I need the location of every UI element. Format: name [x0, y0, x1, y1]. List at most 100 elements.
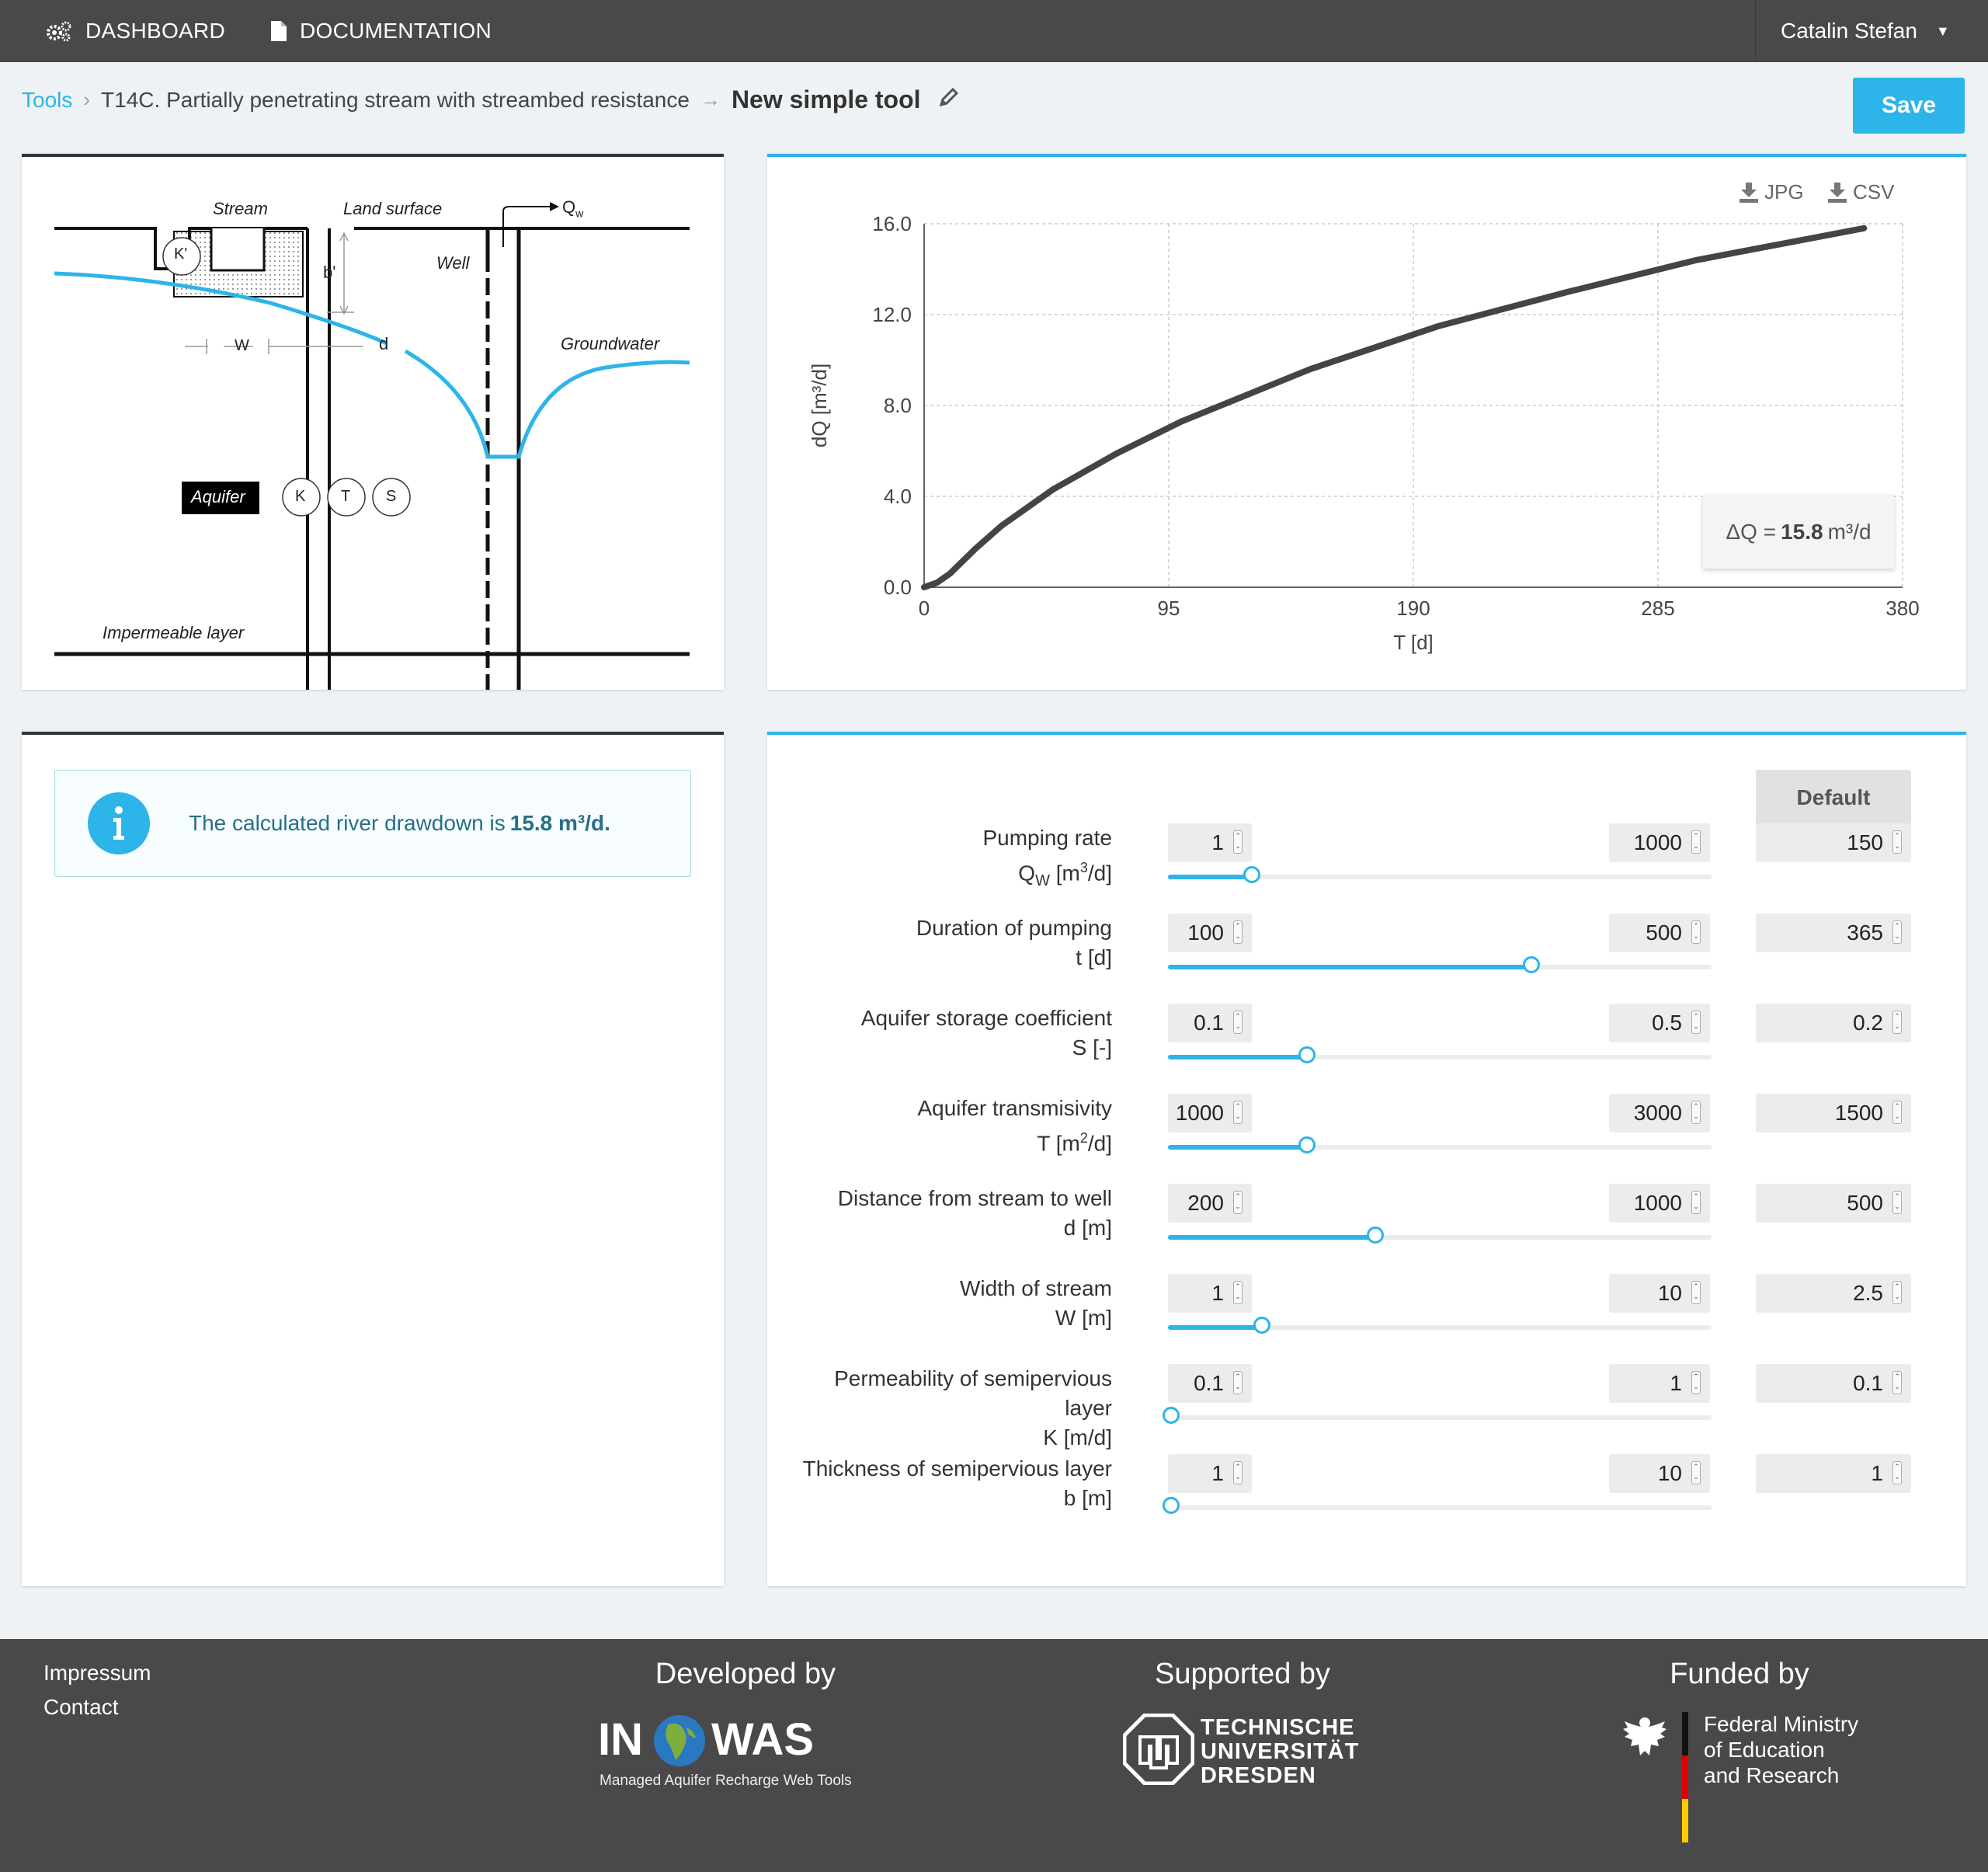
user-menu[interactable]: Catalin Stefan ▼: [1755, 0, 1988, 62]
spinner-icon[interactable]: ⌃ ⌄: [1691, 1371, 1701, 1394]
spinner-icon[interactable]: ⌃ ⌄: [1233, 1461, 1242, 1484]
param-max-input[interactable]: 500 ⌃ ⌄: [1609, 913, 1710, 952]
spinner-icon[interactable]: ⌃ ⌄: [1892, 1461, 1902, 1484]
spinner-icon[interactable]: ⌃ ⌄: [1233, 830, 1242, 854]
param-value-input-value: 1500: [1834, 1101, 1883, 1125]
spinner-icon[interactable]: ⌃ ⌄: [1892, 830, 1902, 854]
param-slider[interactable]: [1163, 1407, 1712, 1424]
download-jpg-label: JPG: [1764, 180, 1804, 204]
slider-handle[interactable]: [1366, 1227, 1384, 1244]
slider-handle[interactable]: [1163, 1497, 1180, 1514]
diagram-impermeable-label: Impermeable layer: [103, 623, 245, 642]
param-min-input[interactable]: 100 ⌃ ⌄: [1168, 913, 1252, 952]
spinner-icon[interactable]: ⌃ ⌄: [1691, 1011, 1701, 1034]
info-message-text: The calculated river drawdown is: [189, 811, 506, 835]
param-slider[interactable]: [1168, 866, 1712, 883]
param-label: Width of stream W [m]: [755, 1274, 1112, 1333]
spinner-icon[interactable]: ⌃ ⌄: [1233, 1191, 1242, 1214]
diagram-kprime-label: K': [174, 245, 188, 263]
param-value-input-value: 365: [1847, 920, 1883, 945]
spinner-icon[interactable]: ⌃ ⌄: [1892, 1371, 1902, 1394]
param-max-input[interactable]: 3000 ⌃ ⌄: [1609, 1094, 1710, 1133]
globe-icon: [654, 1715, 705, 1766]
param-label-unit: QW [m3/d]: [1018, 860, 1112, 889]
spinner-icon[interactable]: ⌃ ⌄: [1892, 1191, 1902, 1214]
param-min-input-value: 1: [1211, 830, 1224, 854]
diagram-panel: Stream Land surface Qw Well Groundwater …: [22, 154, 724, 690]
param-max-input[interactable]: 0.5 ⌃ ⌄: [1609, 1004, 1710, 1042]
slider-handle[interactable]: [1253, 1317, 1270, 1334]
spinner-icon[interactable]: ⌃ ⌄: [1691, 1191, 1701, 1214]
param-min-input[interactable]: 1000 ⌃ ⌄: [1168, 1094, 1252, 1133]
spinner-icon[interactable]: ⌃ ⌄: [1691, 1281, 1701, 1304]
param-slider[interactable]: [1168, 956, 1712, 973]
download-jpg-button[interactable]: JPG: [1740, 180, 1804, 204]
param-value-input[interactable]: 1500 ⌃ ⌄: [1756, 1094, 1911, 1133]
inowas-logo[interactable]: IN WAS Managed Aquifer Recharge Web Tool…: [598, 1714, 878, 1807]
param-label-line2: layer: [1065, 1396, 1112, 1420]
slider-handle[interactable]: [1298, 1136, 1315, 1153]
nav-dashboard[interactable]: DASHBOARD: [45, 0, 225, 62]
param-value-input[interactable]: 365 ⌃ ⌄: [1756, 913, 1911, 952]
download-csv-button[interactable]: CSV: [1828, 180, 1894, 204]
param-max-input[interactable]: 1000 ⌃ ⌄: [1609, 1184, 1710, 1223]
footer-impressum-link[interactable]: Impressum: [43, 1661, 151, 1685]
param-min-input-value: 1: [1211, 1461, 1224, 1485]
param-label: Aquifer storage coefficient S [-]: [755, 1004, 1112, 1063]
param-slider[interactable]: [1163, 1497, 1712, 1514]
param-min-input[interactable]: 0.1 ⌃ ⌄: [1168, 1364, 1252, 1403]
default-button[interactable]: Default: [1756, 770, 1911, 826]
diagram-bprime-label: b': [323, 263, 336, 282]
param-max-input[interactable]: 1000 ⌃ ⌄: [1609, 823, 1710, 862]
nav-dashboard-label: DASHBOARD: [85, 19, 226, 43]
spinner-icon[interactable]: ⌃ ⌄: [1892, 920, 1902, 944]
nav-documentation[interactable]: DOCUMENTATION: [270, 0, 492, 62]
param-min-input[interactable]: 0.1 ⌃ ⌄: [1168, 1004, 1252, 1042]
spinner-icon[interactable]: ⌃ ⌄: [1233, 1281, 1242, 1304]
param-min-input[interactable]: 1 ⌃ ⌄: [1168, 1274, 1252, 1313]
param-slider[interactable]: [1168, 1227, 1712, 1244]
spinner-icon[interactable]: ⌃ ⌄: [1691, 1461, 1701, 1484]
param-slider[interactable]: [1168, 1317, 1712, 1334]
slider-handle[interactable]: [1522, 956, 1540, 973]
info-text: The calculated river drawdown is 15.8 m³/…: [189, 811, 610, 836]
spinner-icon[interactable]: ⌃ ⌄: [1892, 1281, 1902, 1304]
breadcrumb-tools-link[interactable]: Tools: [22, 87, 73, 112]
param-min-input[interactable]: 1 ⌃ ⌄: [1168, 1454, 1252, 1493]
param-min-input[interactable]: 200 ⌃ ⌄: [1168, 1184, 1252, 1223]
param-value-input[interactable]: 500 ⌃ ⌄: [1756, 1184, 1911, 1223]
spinner-icon[interactable]: ⌃ ⌄: [1691, 920, 1701, 944]
param-slider[interactable]: [1168, 1046, 1712, 1063]
slider-handle[interactable]: [1163, 1407, 1180, 1424]
tu-dresden-logo[interactable]: TECHNISCHE UNIVERSITÄT DRESDEN: [1123, 1714, 1371, 1807]
footer-contact-link[interactable]: Contact: [43, 1695, 119, 1719]
param-value-input[interactable]: 0.2 ⌃ ⌄: [1756, 1004, 1911, 1042]
param-value-input[interactable]: 2.5 ⌃ ⌄: [1756, 1274, 1911, 1313]
param-value-input[interactable]: 1 ⌃ ⌄: [1756, 1454, 1911, 1493]
param-slider[interactable]: [1168, 1136, 1712, 1153]
pencil-icon[interactable]: [938, 86, 960, 113]
spinner-icon[interactable]: ⌃ ⌄: [1233, 920, 1242, 944]
spinner-icon[interactable]: ⌃ ⌄: [1233, 1371, 1242, 1394]
param-value-input[interactable]: 0.1 ⌃ ⌄: [1756, 1364, 1911, 1403]
param-max-input[interactable]: 1 ⌃ ⌄: [1609, 1364, 1710, 1403]
spinner-icon[interactable]: ⌃ ⌄: [1233, 1011, 1242, 1034]
bmbf-logo[interactable]: Federal Ministry of Education and Resear…: [1620, 1712, 1884, 1844]
diagram-groundwater-label: Groundwater: [561, 334, 660, 353]
spinner-icon[interactable]: ⌃ ⌄: [1233, 1101, 1242, 1124]
param-max-input[interactable]: 10 ⌃ ⌄: [1609, 1274, 1710, 1313]
spinner-icon[interactable]: ⌃ ⌄: [1691, 1101, 1701, 1124]
spinner-icon[interactable]: ⌃ ⌄: [1892, 1101, 1902, 1124]
slider-handle[interactable]: [1243, 866, 1261, 883]
param-max-input[interactable]: 10 ⌃ ⌄: [1609, 1454, 1710, 1493]
spinner-icon[interactable]: ⌃ ⌄: [1892, 1011, 1902, 1034]
slider-handle[interactable]: [1298, 1046, 1315, 1063]
tu-dresden-emblem: [1123, 1714, 1194, 1785]
footer-supported-heading: Supported by: [1154, 1658, 1331, 1690]
param-value-input-value: 150: [1847, 830, 1883, 854]
param-min-input[interactable]: 1 ⌃ ⌄: [1168, 823, 1252, 862]
file-icon: [271, 21, 287, 41]
spinner-icon[interactable]: ⌃ ⌄: [1691, 830, 1701, 854]
param-value-input[interactable]: 150 ⌃ ⌄: [1756, 823, 1911, 862]
save-button[interactable]: Save: [1853, 78, 1965, 134]
